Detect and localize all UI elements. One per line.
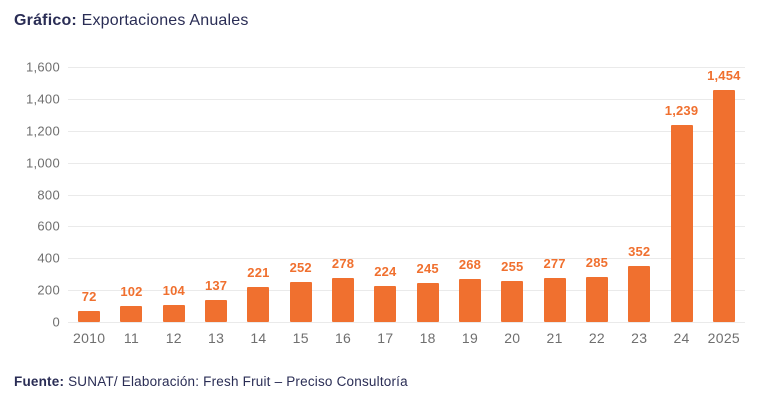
bar: [670, 124, 693, 322]
y-tick-label: 1,400: [25, 91, 60, 107]
gridline: [68, 258, 745, 260]
y-tick-label: 1,000: [25, 155, 60, 171]
bar-value-label: 102: [120, 283, 143, 299]
bar-value-label: 1,454: [707, 68, 741, 84]
bar-value-label: 104: [162, 283, 185, 299]
bar: [162, 305, 185, 322]
x-tick-label: 19: [461, 330, 479, 346]
x-tick-label: 23: [631, 330, 648, 346]
bar: [78, 310, 101, 322]
bar-value-label: 255: [501, 259, 524, 275]
bar-value-label: 278: [331, 255, 355, 271]
x-tick-label: 24: [673, 330, 690, 346]
bar-value-label: 1,239: [664, 102, 699, 118]
plot-area: 72 2010 102 11 104 12 137 13 221 14 252 15 278 16 224 1…: [68, 67, 745, 346]
bar: [247, 286, 270, 322]
gridline: [68, 194, 745, 196]
bar-value-label: 285: [585, 254, 609, 270]
source-note-prefix: Fuente:: [14, 374, 65, 389]
bar-value-label: 137: [204, 278, 228, 294]
x-tick-label: 2010: [72, 330, 106, 346]
bar: [628, 265, 651, 322]
bar: [374, 286, 397, 322]
bar-value-label: 277: [543, 255, 566, 271]
bar: [543, 277, 566, 322]
bar-value-label: 224: [374, 264, 397, 280]
bar-value-label: 268: [458, 257, 482, 273]
y-tick-label: 800: [37, 187, 60, 202]
y-tick-label: 200: [37, 282, 60, 298]
bar: [501, 281, 524, 322]
bar: [289, 281, 312, 322]
x-tick-label: 11: [123, 330, 140, 346]
bar-value-label: 221: [247, 264, 270, 280]
y-tick-label: 0: [52, 314, 60, 330]
bar-value-label: 352: [628, 243, 651, 259]
gridline: [68, 322, 745, 323]
y-axis: 0 200 400 600 800 1,000 1,200 1,400 1,600: [0, 60, 60, 330]
y-tick-label: 400: [37, 250, 60, 266]
source-note: Fuente: SUNAT/ Elaboración: Fresh Fruit …: [14, 374, 408, 389]
gridline: [68, 290, 745, 292]
bar: [585, 276, 608, 322]
gridline: [68, 98, 745, 100]
y-tick-label: 1,200: [25, 123, 60, 139]
x-tick-label: 14: [250, 330, 267, 346]
bar-value-label: 72: [81, 288, 97, 304]
bar: [205, 300, 228, 322]
source-note-text: SUNAT/ Elaboración: Fresh Fruit – Precis…: [64, 374, 408, 389]
x-tick-label: 12: [165, 330, 182, 346]
page-title-prefix: Gráfico:: [14, 12, 77, 29]
x-tick-label: 15: [292, 330, 309, 346]
bar-value-label: 252: [289, 259, 312, 275]
gridline: [68, 226, 745, 228]
page-title: Gráfico: Exportaciones Anuales: [14, 12, 249, 30]
bar: [416, 282, 439, 322]
gridline: [68, 130, 745, 132]
x-tick-label: 22: [588, 330, 605, 346]
x-tick-label: 2025: [707, 330, 741, 346]
x-tick-label: 17: [377, 330, 394, 346]
x-tick-label: 16: [334, 330, 352, 346]
page-title-text: Exportaciones Anuales: [76, 12, 249, 29]
gridline: [68, 162, 745, 164]
x-tick-label: 20: [504, 330, 521, 346]
bar-value-label: 245: [416, 260, 439, 276]
x-tick-label: 21: [546, 330, 563, 346]
x-tick-label: 13: [208, 330, 225, 346]
gridline: [68, 67, 745, 68]
bar: [458, 279, 481, 322]
bar: [332, 277, 355, 322]
y-tick-label: 600: [37, 218, 60, 234]
bar: [712, 90, 735, 322]
x-tick-label: 18: [419, 330, 436, 346]
y-tick-label: 1,600: [25, 59, 60, 75]
bar: [120, 305, 143, 322]
